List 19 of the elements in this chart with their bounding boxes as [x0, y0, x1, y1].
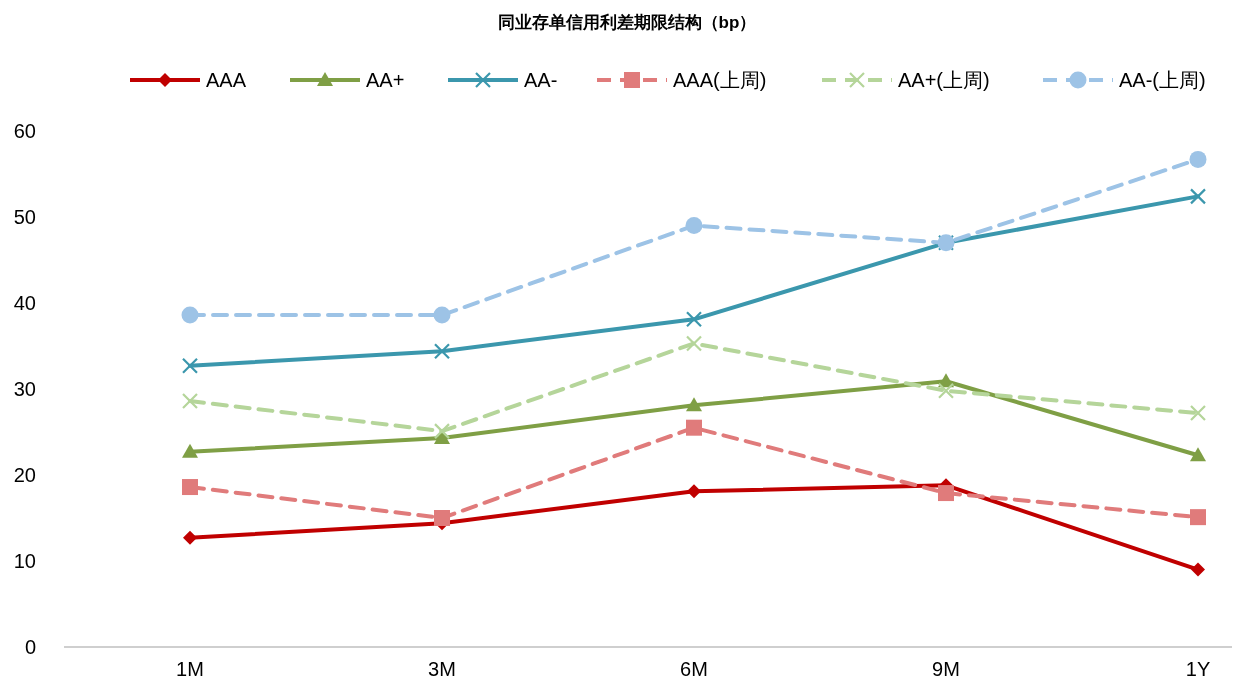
y-tick-label: 10: [13, 550, 36, 572]
legend-label: AAA(上周): [673, 69, 767, 91]
y-tick-label: 60: [13, 120, 36, 142]
legend-label: AA-(上周): [1119, 69, 1206, 91]
x-tick-label: 6M: [680, 658, 708, 680]
legend-label: AA-: [524, 69, 558, 91]
y-tick-label: 20: [13, 464, 36, 486]
x-tick-label: 3M: [428, 658, 456, 680]
legend-label: AA+: [366, 69, 405, 91]
legend-label: AAA: [206, 69, 247, 91]
x-tick-label: 9M: [932, 658, 960, 680]
x-tick-label: 1Y: [1185, 658, 1211, 680]
chart-title: 同业存单信用利差期限结构（bp）: [497, 13, 757, 32]
x-tick-label: 1M: [176, 658, 204, 680]
y-tick-label: 0: [24, 636, 36, 658]
y-tick-label: 40: [13, 292, 36, 314]
y-tick-label: 30: [13, 378, 36, 400]
y-tick-label: 50: [13, 206, 36, 228]
legend-label: AA+(上周): [898, 69, 990, 91]
